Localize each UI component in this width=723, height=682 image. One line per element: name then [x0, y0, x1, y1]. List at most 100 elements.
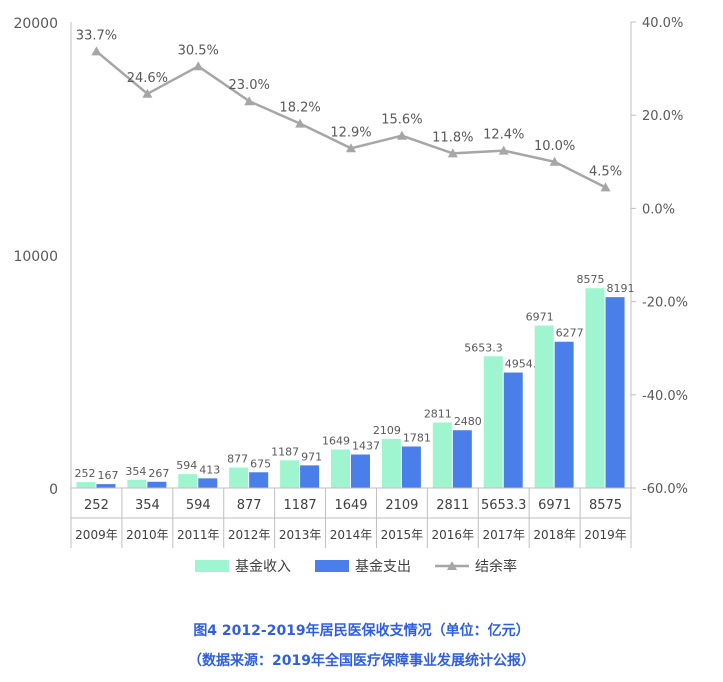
balance-rate-label: 11.8%: [432, 130, 473, 145]
x-axis-category-label: 2015年: [381, 528, 424, 542]
right-axis-tick-label: -20.0%: [642, 296, 688, 311]
bar-income: [229, 467, 249, 488]
bar-income-label: 877: [227, 453, 248, 466]
x-axis-category-label: 2010年: [126, 528, 169, 542]
table-cell: 1649: [334, 498, 367, 513]
balance-rate-marker: [244, 96, 255, 106]
table-cell: 1187: [284, 498, 317, 513]
x-axis-category-label: 2016年: [432, 528, 475, 542]
balance-rate-label: 23.0%: [229, 78, 270, 93]
table-cell: 877: [237, 498, 262, 513]
balance-rate-label: 4.5%: [589, 164, 622, 179]
balance-rate-label: 15.6%: [381, 113, 422, 128]
bar-income: [381, 438, 401, 488]
balance-rate-label: 12.4%: [483, 128, 524, 143]
bar-expense: [401, 446, 421, 488]
bar-income: [331, 449, 350, 488]
bar-expense-label: 413: [199, 463, 220, 476]
balance-rate-label: 33.7%: [76, 28, 117, 43]
left-axis-tick-label: 20000: [13, 16, 58, 32]
bar-expense-label: 1437: [352, 440, 380, 453]
bar-expense-label: 8191: [607, 282, 635, 295]
legend-marker: [447, 561, 457, 570]
bar-income-label: 252: [74, 467, 95, 480]
right-axis-tick-label: 0.0%: [642, 202, 675, 217]
table-cell: 6971: [538, 498, 571, 513]
bar-income-label: 354: [125, 465, 146, 478]
bar-income-label: 1187: [271, 445, 299, 458]
bar-income-label: 594: [176, 459, 197, 472]
balance-rate-marker: [549, 156, 560, 166]
bar-income-label: 5653.3: [464, 341, 503, 354]
balance-rate-marker: [447, 148, 458, 158]
right-axis-tick-label: 20.0%: [642, 109, 683, 124]
legend-label: 基金收入: [235, 558, 291, 575]
table-cell: 594: [186, 498, 211, 513]
bar-income: [280, 460, 300, 488]
bar-expense-label: 1781: [403, 432, 431, 445]
balance-rate-line: [95, 50, 607, 189]
balance-rate-marker: [295, 118, 306, 128]
balance-rate-marker: [346, 143, 356, 153]
x-axis-category-label: 2012年: [228, 528, 271, 542]
table-cell: 354: [135, 498, 160, 513]
bar-expense-label: 167: [97, 469, 118, 482]
x-axis-category-label: 2017年: [482, 528, 525, 542]
bar-expense: [452, 430, 472, 488]
table-cell: 5653.3: [481, 498, 527, 513]
right-axis-tick-label: -60.0%: [642, 482, 688, 497]
bar-expense-label: 2480: [454, 415, 482, 428]
x-axis-category-label: 2011年: [177, 528, 220, 542]
balance-rate-marker: [498, 145, 509, 155]
bar-expense-label: 4954.8: [505, 358, 544, 371]
balance-rate-label: 18.2%: [279, 101, 320, 116]
bar-income: [585, 288, 605, 488]
legend-swatch: [195, 560, 229, 572]
bar-expense-label: 6277: [556, 327, 584, 340]
bar-income: [76, 482, 96, 488]
x-axis-category-label: 2014年: [330, 528, 373, 542]
chart: 0 10000 20000 -60.0% -40.0% -20.0% 0.0% 20.0% 40…: [13, 16, 688, 575]
x-axis-category-label: 2019年: [584, 528, 627, 542]
x-axis-category-label: 2018年: [533, 528, 576, 542]
bar-expense: [300, 465, 320, 488]
legend-swatch: [315, 560, 349, 572]
bar-expense-label: 675: [250, 457, 271, 470]
bar-income: [127, 479, 147, 488]
table-cell: 2811: [436, 498, 469, 513]
bar-income-label: 2811: [424, 408, 452, 421]
bar-income-label: 8575: [577, 273, 605, 286]
bar-expense: [503, 372, 523, 488]
bar-expense: [351, 454, 370, 488]
bar-income-label: 1649: [322, 435, 350, 448]
bar-expense: [147, 481, 167, 488]
bar-income: [432, 422, 452, 488]
bar-income: [178, 474, 198, 488]
legend-label: 基金支出: [355, 558, 411, 575]
table-cell: 8575: [589, 498, 622, 513]
figure-caption: 图4 2012-2019年居民医保收支情况（单位：亿元）: [193, 623, 530, 639]
legend-label: 结余率: [475, 558, 517, 575]
bar-expense: [198, 478, 218, 488]
bar-income-label: 2109: [373, 424, 401, 437]
table-cell: 2109: [385, 498, 418, 513]
balance-rate-label: 30.5%: [178, 43, 219, 58]
table-cell: 252: [84, 498, 109, 513]
x-axis-category-label: 2013年: [279, 528, 322, 542]
bar-expense: [605, 297, 625, 488]
balance-rate-marker: [396, 130, 407, 140]
bar-income: [483, 356, 503, 488]
bar-expense: [249, 472, 269, 488]
left-axis-tick-label: 0: [49, 482, 58, 498]
right-axis-tick-label: -40.0%: [642, 389, 688, 404]
bar-income: [534, 325, 554, 488]
balance-rate-marker: [142, 88, 153, 98]
bar-expense: [96, 484, 116, 488]
balance-rate-label: 10.0%: [534, 139, 575, 154]
balance-rate-marker: [193, 61, 204, 71]
balance-rate-marker: [91, 46, 102, 56]
right-axis-tick-label: 40.0%: [642, 16, 683, 31]
bar-expense: [554, 341, 574, 488]
balance-rate-label: 12.9%: [330, 125, 371, 140]
bar-expense-label: 267: [148, 467, 169, 480]
